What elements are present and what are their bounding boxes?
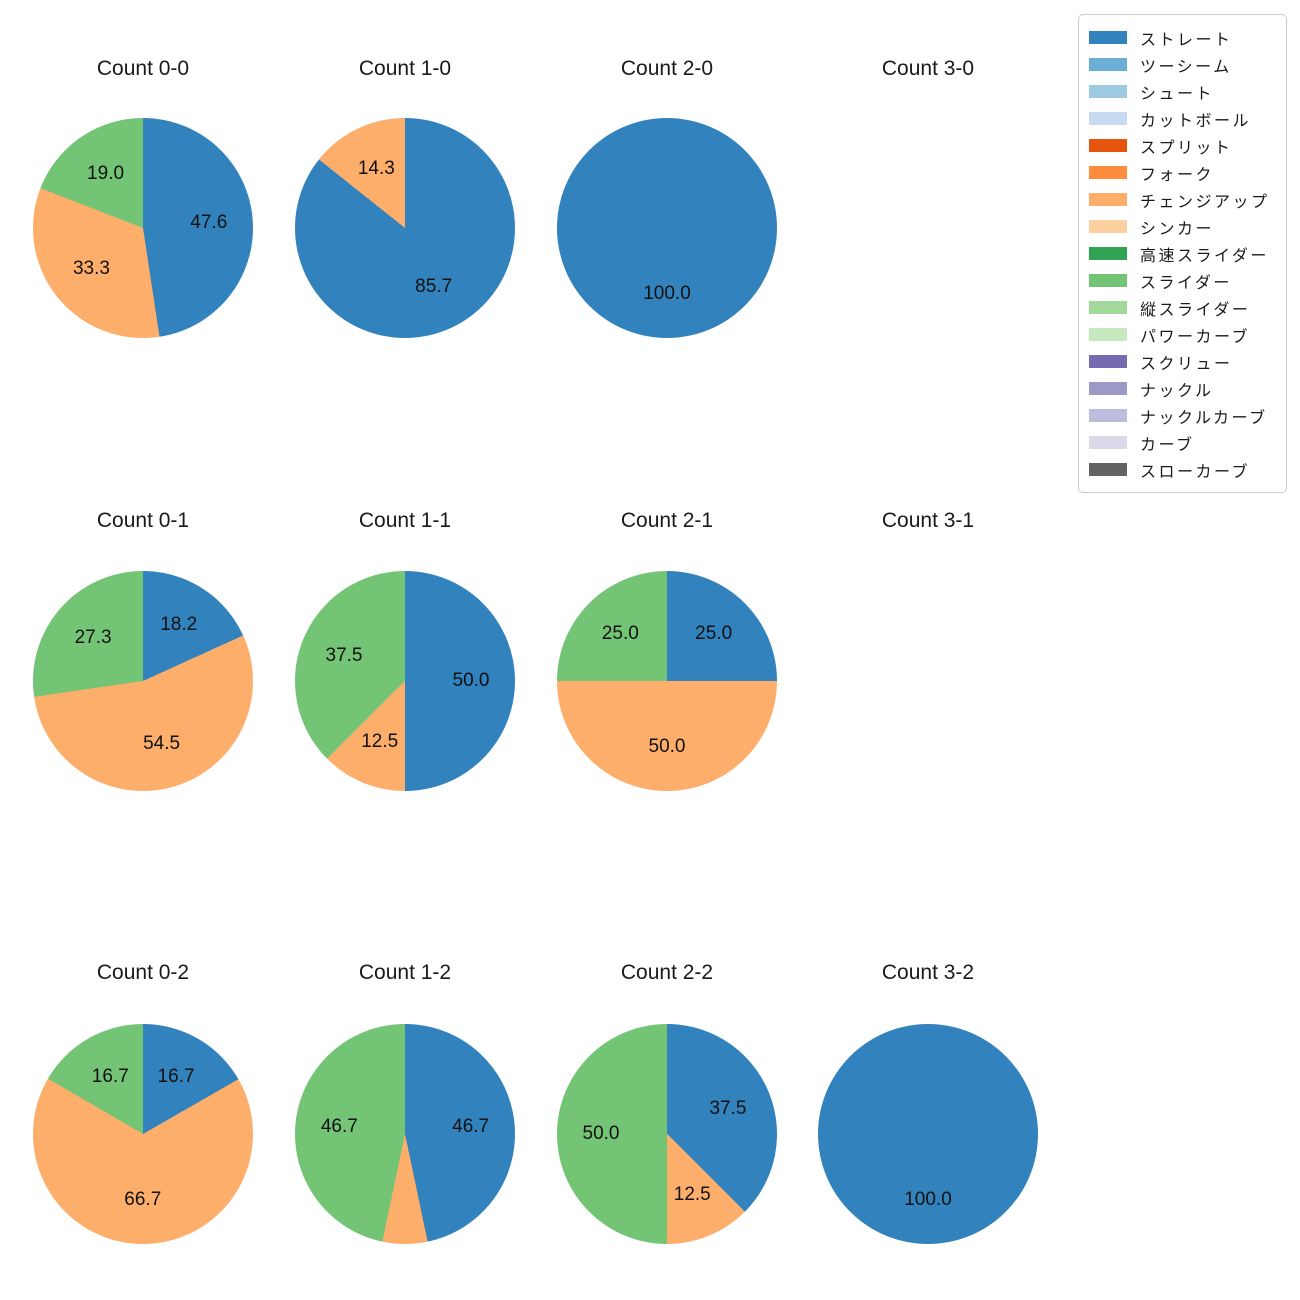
pie-count-0-0: 47.6 33.3 19.0 [33, 118, 253, 338]
legend-label: シンカー [1140, 220, 1215, 238]
legend-swatch [1089, 166, 1127, 179]
legend-label: スローカーブ [1140, 463, 1251, 481]
legend-label: フォーク [1140, 166, 1215, 184]
slice-label: 25.0 [695, 623, 733, 645]
legend-swatch [1089, 409, 1127, 422]
pie-count-3-2: 100.0 [818, 1024, 1038, 1244]
slice-label: 37.5 [709, 1097, 747, 1119]
title-count-1-0: Count 1-0 [358, 57, 452, 80]
legend-item: カーブ [1089, 429, 1276, 456]
legend-label: ストレート [1140, 31, 1233, 49]
pie-count-2-1: 25.0 50.0 25.0 [557, 571, 777, 791]
slice-label: 46.7 [452, 1116, 490, 1138]
legend-swatch [1089, 382, 1127, 395]
legend-item: ツーシーム [1089, 51, 1276, 78]
slice-label: 14.3 [357, 157, 395, 179]
title-count-0-0: Count 0-0 [96, 57, 190, 80]
slice-label: 19.0 [87, 162, 125, 184]
slice-label: 16.7 [157, 1065, 195, 1087]
title-count-0-1: Count 0-1 [96, 509, 190, 532]
slice-label: 12.5 [361, 730, 399, 752]
legend-item: スプリット [1089, 132, 1276, 159]
legend-label: ナックルカーブ [1140, 409, 1268, 427]
legend-swatch [1089, 247, 1127, 260]
legend-label: カーブ [1140, 436, 1195, 454]
pie-count-1-2: 46.7 46.7 [295, 1024, 515, 1244]
title-count-0-2: Count 0-2 [96, 961, 190, 984]
slice-label: 25.0 [601, 623, 639, 645]
slice-label: 46.7 [320, 1116, 358, 1138]
legend-label: スライダー [1140, 274, 1232, 292]
legend-item: 縦スライダー [1089, 294, 1276, 321]
slice-label: 54.5 [143, 733, 181, 755]
legend-label: チェンジアップ [1140, 193, 1270, 211]
legend-label: 高速スライダー [1140, 247, 1269, 265]
legend-swatch [1089, 355, 1127, 368]
legend-swatch [1089, 463, 1127, 476]
legend-swatch [1089, 112, 1127, 125]
legend-label: 縦スライダー [1140, 301, 1251, 319]
legend-label: ツーシーム [1140, 58, 1232, 76]
pie-count-0-2: 16.7 66.7 16.7 [33, 1024, 253, 1244]
legend-swatch [1089, 301, 1127, 314]
legend-label: ナックル [1140, 382, 1214, 400]
title-count-3-0: Count 3-0 [881, 57, 975, 80]
slice-label: 50.0 [452, 670, 490, 691]
legend-item: ナックル [1089, 375, 1276, 402]
slice-label: 18.2 [160, 614, 198, 636]
legend-swatch [1089, 274, 1127, 287]
pie-count-2-0: 100.0 [557, 118, 777, 338]
legend-swatch [1089, 139, 1127, 152]
title-count-2-1: Count 2-1 [620, 509, 714, 532]
legend-item: フォーク [1089, 159, 1276, 186]
legend-swatch [1089, 328, 1127, 341]
slice-label: 100.0 [643, 283, 691, 304]
slice-label: 12.5 [673, 1183, 711, 1205]
slice-label: 66.7 [124, 1188, 162, 1210]
legend: ストレートツーシームシュートカットボール スプリットフォークチェンジアップ シンカー… [1078, 14, 1287, 493]
legend-item: スクリュー [1089, 348, 1276, 375]
slice-label: 85.7 [415, 276, 453, 298]
slice-label: 33.3 [72, 258, 110, 280]
legend-item: パワーカーブ [1089, 321, 1276, 348]
legend-swatch [1089, 193, 1127, 206]
legend-swatch [1089, 436, 1127, 449]
legend-swatch [1089, 85, 1127, 98]
legend-swatch [1089, 31, 1127, 44]
title-count-2-2: Count 2-2 [620, 961, 714, 984]
legend-item: チェンジアップ [1089, 186, 1276, 213]
legend-item: 高速スライダー [1089, 240, 1276, 267]
legend-item: カットボール [1089, 105, 1276, 132]
title-count-3-2: Count 3-2 [881, 961, 975, 984]
title-count-1-2: Count 1-2 [358, 961, 452, 984]
slice-label: 16.7 [91, 1065, 129, 1087]
legend-item: シュート [1089, 78, 1276, 105]
slice-label: 50.0 [582, 1123, 620, 1144]
legend-label: パワーカーブ [1140, 328, 1251, 346]
pie-count-2-2: 37.5 12.5 50.0 [557, 1024, 777, 1244]
slice-label: 47.6 [190, 212, 228, 234]
pie-count-0-1: 18.2 54.5 27.3 [33, 571, 253, 791]
legend-label: スクリュー [1140, 355, 1233, 373]
title-count-2-0: Count 2-0 [620, 57, 714, 80]
legend-item: スライダー [1089, 267, 1276, 294]
legend-label: シュート [1140, 85, 1215, 103]
legend-item: スローカーブ [1089, 456, 1276, 483]
slice-label: 100.0 [904, 1189, 952, 1210]
slice-label: 37.5 [325, 644, 363, 666]
title-count-1-1: Count 1-1 [358, 509, 452, 532]
legend-item: ストレート [1089, 24, 1276, 51]
title-count-3-1: Count 3-1 [881, 509, 975, 532]
pie-count-1-0: 85.7 14.3 [295, 118, 515, 338]
legend-item: ナックルカーブ [1089, 402, 1276, 429]
legend-item: シンカー [1089, 213, 1276, 240]
legend-swatch [1089, 220, 1127, 233]
legend-swatch [1089, 58, 1127, 71]
slice-label: 50.0 [648, 736, 686, 757]
legend-label: カットボール [1140, 112, 1252, 130]
slice-label: 27.3 [74, 626, 112, 648]
pie-count-1-1: 50.0 12.5 37.5 [295, 571, 515, 791]
legend-label: スプリット [1140, 139, 1233, 157]
